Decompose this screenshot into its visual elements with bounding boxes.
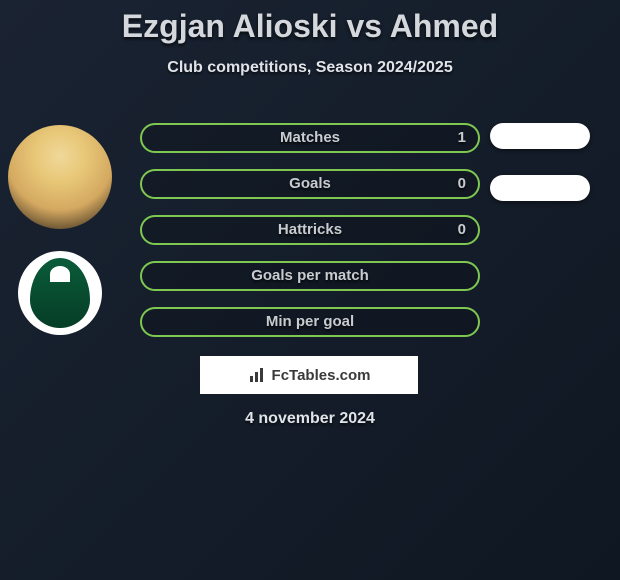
brand-text: FcTables.com [272,367,371,384]
stat-value: 0 [458,217,466,243]
stat-label: Min per goal [142,309,478,335]
player2-avatar [18,251,102,335]
stat-label: Hattricks [142,217,478,243]
pill-matches [490,123,590,149]
stat-bar-min-per-goal: Min per goal [140,307,480,337]
date-text: 4 november 2024 [0,410,620,428]
stat-label: Goals per match [142,263,478,289]
pill-goals [490,175,590,201]
stat-bar-goals-per-match: Goals per match [140,261,480,291]
stat-bar-hattricks: Hattricks 0 [140,215,480,245]
subtitle: Club competitions, Season 2024/2025 [0,59,620,77]
page-title: Ezgjan Alioski vs Ahmed [0,8,620,45]
brand-box: FcTables.com [200,356,418,394]
pills-container [490,123,590,227]
stat-bar-matches: Matches 1 [140,123,480,153]
avatars-container [8,125,112,357]
stat-bar-goals: Goals 0 [140,169,480,199]
stat-value: 1 [458,125,466,151]
stats-bars: Matches 1 Goals 0 Hattricks 0 Goals per … [140,123,480,353]
stat-label: Matches [142,125,478,151]
stat-label: Goals [142,171,478,197]
stat-value: 0 [458,171,466,197]
club-badge-icon [30,258,90,328]
player1-avatar [8,125,112,229]
brand-chart-icon [248,366,266,384]
